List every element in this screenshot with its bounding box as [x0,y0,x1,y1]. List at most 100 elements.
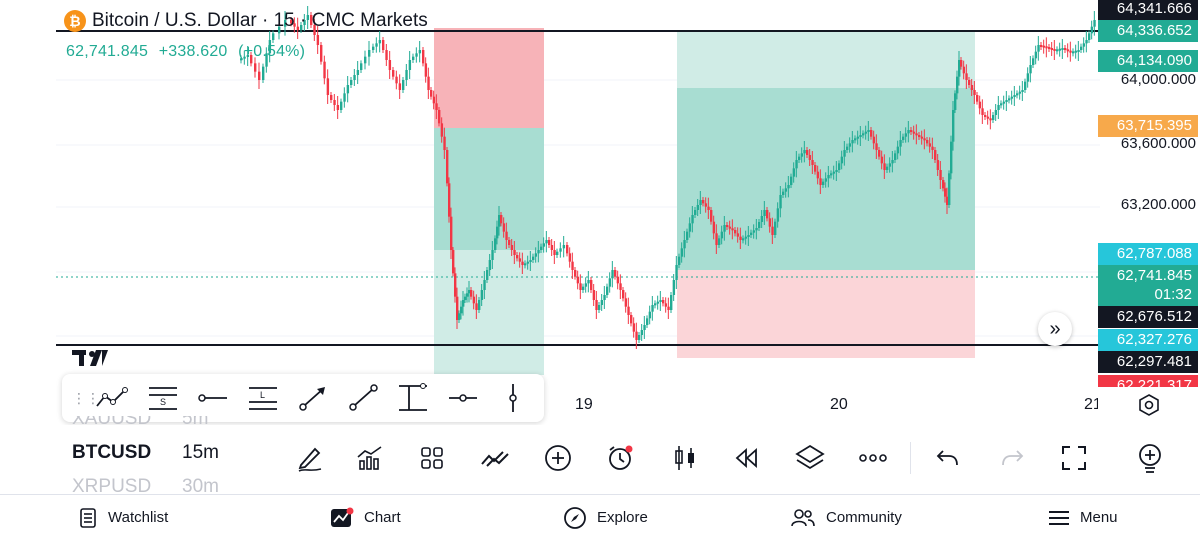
nav-community[interactable]: Community [790,507,902,529]
nav-chart[interactable]: Chart [330,507,401,529]
candle-body [630,315,633,324]
candle-body [600,300,604,305]
candle-body [803,150,806,154]
candle-body [771,226,774,235]
fib-retracement-icon[interactable]: S [140,378,186,418]
candle-body [960,60,963,67]
more-icon[interactable] [853,438,893,478]
horizontal-ray-icon[interactable] [440,378,486,418]
trend-line-icon[interactable] [90,378,136,418]
long-position-icon[interactable]: L [240,378,286,418]
replay-icon[interactable] [727,438,767,478]
candle-body [864,131,868,134]
symbol-row[interactable]: XAUUSD 5m [72,416,219,434]
layouts-icon[interactable] [412,438,452,478]
horizontal-line-icon[interactable] [190,378,236,418]
candle-body [584,283,588,287]
scroll-to-realtime-button[interactable]: » [1038,312,1072,346]
price-change: +338.620 [158,43,228,60]
vertical-line-icon[interactable] [490,378,536,418]
time-label: 19 [575,396,593,413]
price-axis[interactable]: 64,000.000 63,600.000 63,200.000 64,341.… [1098,0,1200,425]
nav-watchlist[interactable]: Watchlist [78,507,168,529]
candle-body [1045,46,1048,49]
redo-icon[interactable] [992,438,1032,478]
last-price: 62,741.845 [66,43,149,60]
symbol-row[interactable]: XRPUSD 30m [72,472,219,494]
candle-body [272,33,275,40]
candle-body [422,50,425,64]
watchlist-icon [80,507,96,528]
drawing-toolbar[interactable]: ⋮⋮ S L [62,374,544,422]
ray-icon[interactable] [340,378,386,418]
undo-icon[interactable] [928,438,968,478]
fullscreen-icon[interactable] [1054,438,1094,478]
indicators-icon[interactable] [350,438,390,478]
candle-body [643,325,646,330]
price-badge: 62,221.317 [1098,375,1198,387]
add-icon[interactable] [538,438,578,478]
candle-body [747,235,750,237]
candle-body [619,283,622,290]
symbol-row-active[interactable]: BTCUSD 15m [72,438,219,468]
price-badge: 62,327.276 [1098,329,1198,351]
candle-body [814,165,817,172]
layers-icon[interactable] [790,438,830,478]
chart-area[interactable]: ₿ Bitcoin / U.S. Dollar · 15 · CMC Marke… [0,0,1200,425]
candle-body [323,61,326,79]
chart-type-icon[interactable] [665,438,705,478]
candle-body [822,181,825,185]
candle-body [872,136,876,144]
draw-icon[interactable] [290,438,330,478]
candle-body [774,221,777,235]
candle-body [542,243,546,247]
candle-body [989,118,992,121]
candle-body [464,296,467,300]
chart-action-bar[interactable] [290,438,1200,480]
symbol-header[interactable]: ₿ Bitcoin / U.S. Dollar · 15 · CMC Marke… [64,10,428,32]
candle-body [830,173,833,176]
candle-body [470,290,473,297]
nav-menu[interactable]: Menu [1048,509,1118,527]
nav-explore[interactable]: Explore [563,506,648,530]
candle-body [832,171,836,174]
chart-settings-icon[interactable] [1138,394,1160,421]
symbol-picker[interactable]: XAUUSD 5m BTCUSD 15m XRPUSD 30m [72,416,272,494]
candle-body [606,286,609,295]
candle-body [956,76,959,94]
candle-body [456,296,459,320]
candle-body [792,168,796,177]
anchored-vwap-icon[interactable] [390,378,436,418]
arrow-icon[interactable] [290,378,336,418]
candle-body [694,210,697,215]
candle-body [595,300,598,310]
nav-chart-label: Chart [364,509,401,526]
compare-icon[interactable] [475,438,515,478]
candle-body [254,63,257,72]
price-summary: 62,741.845 +338.620 (+0.54%) [66,43,311,61]
alert-icon[interactable] [600,438,640,478]
candle-body [776,208,780,222]
candle-body [662,300,665,304]
time-label: 20 [830,396,848,413]
candle-body [819,178,822,185]
candle-body [678,256,681,265]
candle-body [978,101,982,109]
candle-body [293,23,296,27]
price-chart[interactable] [0,0,1100,425]
idea-icon[interactable] [1130,438,1170,478]
bottom-navigation[interactable]: Watchlist Chart Explore Community Menu [0,494,1200,540]
candle-body [659,300,662,302]
candle-body [795,160,798,169]
candle-body [360,63,363,70]
drag-handle-icon[interactable]: ⋮⋮ [72,389,100,406]
candle-body [622,290,625,299]
candle-body [562,245,566,249]
candle-body [726,225,729,227]
candle-body [412,56,415,60]
candle-body [537,250,540,254]
candle-body [296,26,300,30]
candle-body [340,101,343,110]
candle-body [336,105,340,110]
candle-body [779,195,782,209]
